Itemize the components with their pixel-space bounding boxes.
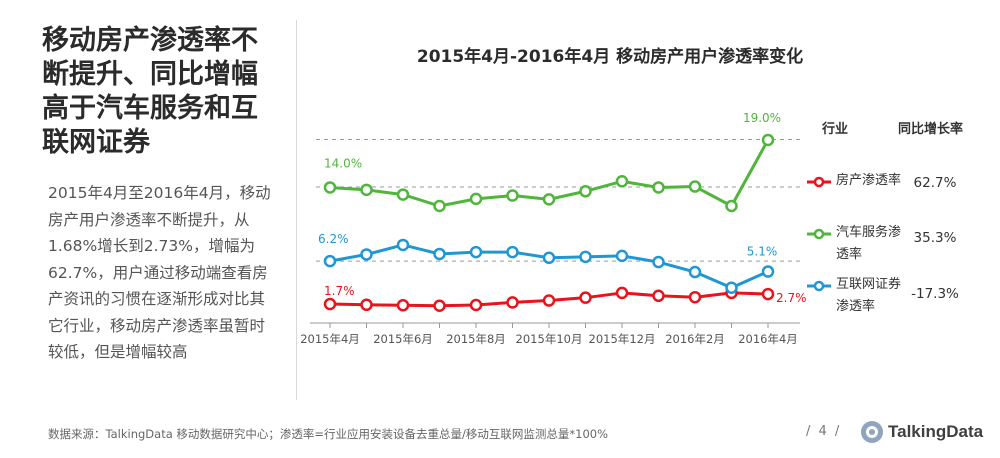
data-label: 5.1% <box>747 245 778 259</box>
talkingdata-logo: TalkingData <box>860 420 983 444</box>
data-point <box>506 245 519 259</box>
data-point <box>725 281 738 294</box>
data-label: 6.2% <box>318 232 349 246</box>
data-point <box>579 185 592 198</box>
legend-growth-securities: -17.3% <box>911 286 959 302</box>
headline: 移动房产渗透率不断提升、同比增幅高于汽车服务和互联网证券 <box>42 25 258 158</box>
vertical-divider <box>296 20 297 400</box>
data-point <box>652 181 665 194</box>
legend-growth-housing: 62.7% <box>913 175 957 191</box>
legend-symbol-auto <box>807 228 831 240</box>
legend-marker <box>813 280 825 292</box>
legend-symbol-housing <box>807 176 831 188</box>
data-point <box>469 192 483 206</box>
x-tick-label: 2016年4月 <box>738 332 798 346</box>
x-tick-label: 2015年12月 <box>589 332 656 346</box>
data-point <box>615 286 629 300</box>
data-point <box>542 193 556 206</box>
x-tick-label: 2016年2月 <box>665 332 725 346</box>
x-tick-label: 2015年6月 <box>373 332 433 346</box>
data-point <box>688 290 702 304</box>
data-point <box>469 298 483 312</box>
chart-title: 2015年4月-2016年4月 移动房产用户渗透率变化 <box>416 47 804 67</box>
x-tick-label: 2015年8月 <box>446 332 506 346</box>
legend-growth-auto: 35.3% <box>913 230 957 246</box>
data-point <box>469 245 483 259</box>
logo-icon <box>861 421 883 443</box>
data-label: 19.0% <box>743 111 781 125</box>
legend-header-growth: 同比增长率 <box>898 122 964 137</box>
legend-marker <box>813 176 825 188</box>
legend-name-securities: 互联网证券渗透率 <box>836 277 902 314</box>
data-point <box>688 265 702 279</box>
legend-header-industry: 行业 <box>822 122 849 137</box>
data-point <box>542 251 556 265</box>
data-point <box>433 199 446 213</box>
data-point <box>652 255 665 269</box>
data-point <box>615 249 629 263</box>
data-point <box>396 188 410 201</box>
legend-name-auto: 汽车服务渗透率 <box>836 225 902 262</box>
x-tick-label: 2015年4月 <box>300 332 360 346</box>
data-point <box>761 133 775 147</box>
data-point <box>360 183 373 197</box>
data-point <box>761 287 775 301</box>
data-point <box>506 296 519 309</box>
footer-source: 数据来源：TalkingData 移动数据研究中心；渗透率=行业应用安装设备去重… <box>48 427 609 441</box>
data-point <box>579 250 592 264</box>
data-point <box>360 248 373 261</box>
data-point <box>761 265 775 278</box>
data-point <box>396 238 410 252</box>
line-chart: 2015年4月 2015年6月 2015年8月 2015年10月 2015年12月 201… <box>300 111 807 346</box>
data-label: 2.7% <box>776 291 807 305</box>
data-point <box>323 181 337 194</box>
data-point <box>433 299 446 312</box>
data-point <box>542 294 556 307</box>
legend-marker <box>813 228 825 240</box>
page-number: / 4 / <box>806 424 842 439</box>
legend-symbol-securities <box>807 280 831 292</box>
data-point <box>688 180 702 193</box>
data-point <box>615 175 629 188</box>
data-point <box>652 289 665 303</box>
data-point <box>725 199 738 213</box>
data-point <box>360 298 373 312</box>
data-point <box>323 297 337 311</box>
x-tick-label: 2015年10月 <box>516 332 583 346</box>
data-point <box>323 254 337 268</box>
series-line <box>329 243 769 290</box>
logo-text: TalkingData <box>888 422 984 441</box>
data-label: 1.7% <box>324 284 355 298</box>
data-point <box>433 247 446 261</box>
legend-name-housing: 房产渗透率 <box>836 173 902 188</box>
data-point <box>506 189 519 202</box>
body-text: 2015年4月至2016年4月，移动房产用户渗透率不断提升，从1.68%增长到2… <box>48 184 271 361</box>
data-label: 14.0% <box>324 156 362 170</box>
data-point <box>579 291 592 304</box>
data-point <box>396 299 410 312</box>
